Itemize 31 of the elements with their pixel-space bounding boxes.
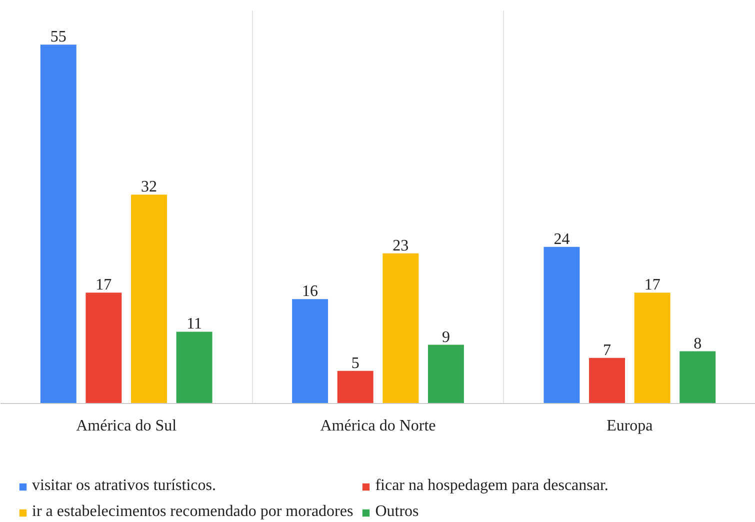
data-label: 24 [554, 230, 570, 248]
data-label: 17 [96, 276, 112, 294]
data-label: 55 [50, 28, 66, 46]
bar [176, 332, 212, 404]
data-label: 23 [392, 237, 409, 254]
bar [544, 246, 580, 404]
bar [292, 299, 328, 404]
x-tick-label: América do Sul [76, 418, 178, 434]
data-label: 17 [644, 276, 660, 294]
data-label: 32 [140, 178, 157, 196]
data-label: 16 [302, 283, 318, 300]
data-label: 8 [694, 335, 702, 352]
data-label: 7 [603, 342, 612, 359]
bar [86, 292, 122, 404]
bar [634, 292, 670, 404]
x-tick-label: Europa [606, 418, 653, 434]
data-label: 9 [442, 328, 450, 346]
bar [382, 253, 419, 404]
bar [428, 344, 464, 404]
bar [40, 44, 76, 404]
legend-label: visitar os atrativos turísticos. [32, 477, 216, 495]
legend-label: ficar na hospedagem para descansar. [375, 477, 608, 495]
data-label: 11 [186, 316, 202, 333]
bar [589, 358, 626, 404]
bar [130, 194, 167, 404]
legend-label: Outros [375, 503, 419, 521]
legend-label: ir a estabelecimentos recomendado por moradores [32, 503, 354, 521]
bar [680, 351, 716, 404]
data-label: 5 [351, 354, 360, 372]
bar [337, 370, 374, 404]
x-tick-label: América do Norte [320, 418, 436, 434]
